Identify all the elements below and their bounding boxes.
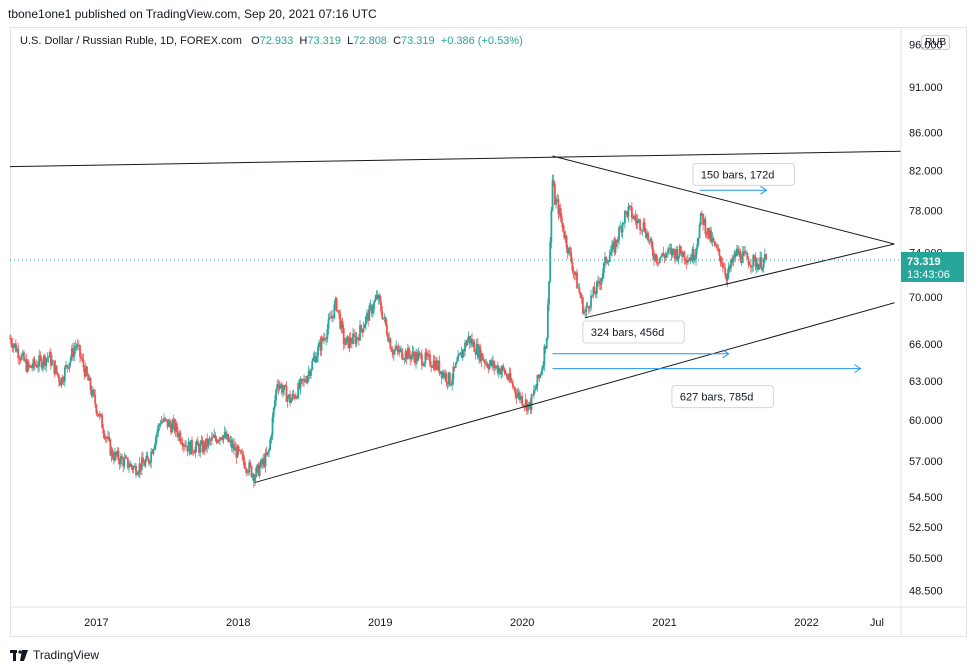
low-value: 72.808: [353, 35, 387, 47]
symbol-legend: U.S. Dollar / Russian Ruble, 1D, FOREX.c…: [20, 35, 523, 47]
high-label: H: [299, 35, 308, 47]
published-line: tbone1one1 published on TradingView.com,…: [8, 7, 377, 21]
close-value: 73.319: [401, 35, 435, 47]
symbol-name[interactable]: U.S. Dollar / Russian Ruble, 1D, FOREX.c…: [20, 35, 242, 47]
footer: TradingView: [10, 648, 99, 662]
footer-brand: TradingView: [33, 648, 100, 662]
chart-panel[interactable]: [10, 27, 967, 637]
close-label: C: [393, 35, 402, 47]
tradingview-logo-icon: [10, 649, 28, 661]
open-label: O: [251, 35, 260, 47]
change-value: +0.386 (+0.53%): [440, 35, 523, 47]
currency-unit-badge[interactable]: RUB: [921, 35, 951, 50]
low-label: L: [347, 35, 354, 47]
open-value: 72.933: [259, 35, 294, 47]
high-value: 73.319: [307, 35, 342, 47]
